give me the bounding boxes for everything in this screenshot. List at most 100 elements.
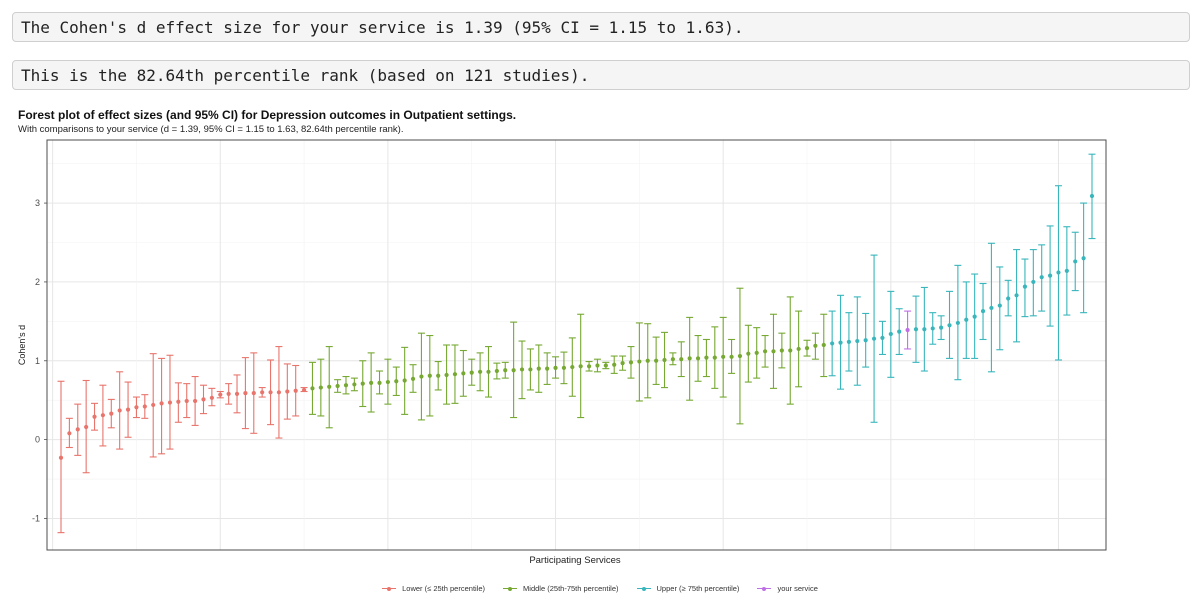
data-point <box>997 303 1002 308</box>
data-point <box>586 364 592 369</box>
data-point <box>989 305 994 311</box>
data-point <box>209 395 214 400</box>
data-point <box>234 391 240 396</box>
data-point <box>461 371 466 376</box>
data-point <box>620 361 625 366</box>
legend-item-middle: Middle (25th-75th percentile) <box>503 584 619 593</box>
data-point <box>980 308 986 314</box>
data-point <box>695 356 701 361</box>
data-point <box>377 380 382 385</box>
data-point <box>553 365 558 370</box>
data-point <box>218 392 223 397</box>
legend-label: Upper (≥ 75th percentile) <box>656 584 740 593</box>
error-bar <box>996 266 1004 351</box>
data-point <box>838 340 843 345</box>
data-point <box>628 360 634 365</box>
y-tick-label: 0 <box>35 435 40 445</box>
legend-label: Lower (≤ 25th percentile) <box>402 584 486 593</box>
legend-label: Middle (25th-75th percentile) <box>523 584 619 593</box>
data-point <box>654 358 659 363</box>
legend-item-upper: Upper (≥ 75th percentile) <box>636 584 740 593</box>
data-point <box>670 357 675 362</box>
data-point <box>1006 296 1011 301</box>
x-axis-label: Participating Services <box>529 555 621 566</box>
data-point <box>469 370 474 375</box>
data-point <box>704 355 709 360</box>
legend-item-lower: Lower (≤ 25th percentile) <box>382 584 485 593</box>
plot-panel-border <box>46 139 1107 551</box>
data-point <box>779 348 784 353</box>
data-point <box>913 327 919 332</box>
data-point <box>125 407 131 412</box>
data-point <box>1081 256 1086 261</box>
data-point <box>578 364 583 369</box>
data-point <box>369 380 374 385</box>
data-points <box>58 193 1095 460</box>
data-point <box>922 327 927 332</box>
data-point <box>142 404 147 409</box>
data-point <box>712 355 717 360</box>
data-point <box>871 336 877 341</box>
data-point <box>427 373 432 378</box>
data-point <box>478 369 483 374</box>
data-point <box>1047 273 1053 278</box>
data-point <box>410 376 416 382</box>
data-point <box>771 349 776 354</box>
legend-item-service: your service <box>757 584 818 593</box>
data-point <box>570 364 575 370</box>
data-point <box>301 387 307 393</box>
data-point <box>1056 270 1061 275</box>
data-point <box>436 373 441 378</box>
legend-key <box>503 586 518 592</box>
data-point <box>645 358 650 363</box>
data-point <box>159 401 164 406</box>
data-point <box>1089 193 1095 199</box>
data-point <box>419 374 424 379</box>
data-point <box>151 402 156 408</box>
data-point <box>888 331 893 337</box>
data-point <box>226 391 231 396</box>
data-point <box>193 398 198 404</box>
data-point <box>511 368 516 373</box>
chart-title: Forest plot of effect sizes (and 95% CI)… <box>18 108 517 122</box>
data-point <box>754 350 759 355</box>
data-point <box>939 325 944 330</box>
y-axis-label: Cohen's d <box>17 325 27 365</box>
data-point <box>268 390 273 395</box>
legend-key <box>382 586 397 592</box>
data-point <box>947 323 952 328</box>
data-point <box>788 348 793 353</box>
data-point <box>528 367 533 372</box>
data-point <box>67 431 72 436</box>
data-point <box>494 368 499 374</box>
data-point <box>1022 284 1028 289</box>
data-point <box>930 326 935 331</box>
data-point <box>821 342 826 348</box>
data-point <box>100 413 106 418</box>
data-point <box>503 368 508 373</box>
data-point <box>1014 293 1019 298</box>
data-point <box>352 382 357 387</box>
data-point <box>117 408 122 413</box>
data-point <box>444 372 449 378</box>
data-point <box>385 379 391 385</box>
data-point <box>612 362 617 367</box>
data-point <box>804 346 810 351</box>
data-point <box>561 365 567 370</box>
data-point <box>327 384 332 389</box>
error-bar <box>158 357 166 455</box>
legend-label: your service <box>777 584 818 593</box>
data-point <box>1064 268 1069 273</box>
data-point <box>637 359 642 364</box>
data-point <box>813 343 818 348</box>
data-point <box>863 338 868 343</box>
data-point <box>662 357 667 363</box>
data-point <box>964 317 969 322</box>
data-point <box>1073 259 1078 264</box>
data-point <box>452 372 458 377</box>
data-point <box>737 353 743 359</box>
data-point <box>1039 275 1044 280</box>
data-point <box>955 320 960 326</box>
data-point <box>293 388 298 393</box>
data-point <box>972 314 977 319</box>
